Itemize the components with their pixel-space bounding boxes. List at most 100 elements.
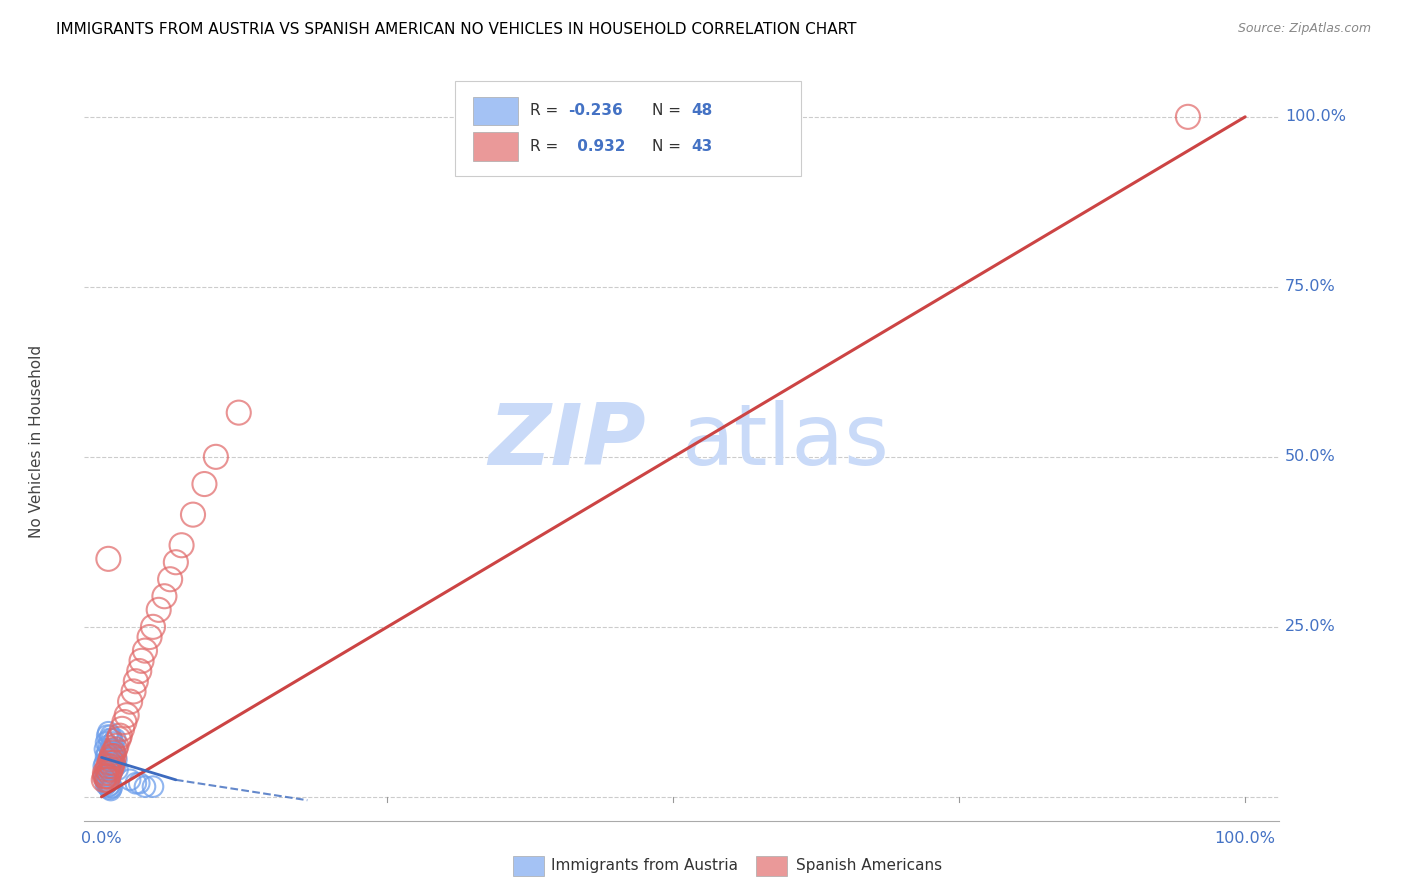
Point xyxy=(98,778,121,792)
Point xyxy=(98,732,121,747)
Point xyxy=(100,752,122,766)
Text: -0.236: -0.236 xyxy=(568,103,623,119)
Point xyxy=(100,766,122,780)
Point xyxy=(93,772,115,787)
Point xyxy=(101,749,124,764)
Point xyxy=(105,739,128,753)
Point xyxy=(105,752,128,766)
Point xyxy=(104,742,127,756)
Point xyxy=(103,756,125,770)
Point xyxy=(101,759,124,773)
Point xyxy=(125,674,148,689)
Point xyxy=(97,780,120,794)
Point xyxy=(94,778,117,792)
Point xyxy=(101,780,124,795)
Point xyxy=(101,746,124,760)
Point xyxy=(96,746,118,760)
Point xyxy=(96,776,118,790)
Point xyxy=(96,729,118,743)
Point xyxy=(104,746,127,760)
Point xyxy=(131,654,153,668)
Text: N =: N = xyxy=(652,139,686,154)
Point xyxy=(100,783,122,797)
Point xyxy=(96,763,118,777)
Point xyxy=(101,735,124,749)
Point xyxy=(100,752,122,766)
Point xyxy=(97,759,120,773)
Point xyxy=(122,684,145,698)
Point xyxy=(148,603,170,617)
Point xyxy=(100,742,122,756)
Text: 25.0%: 25.0% xyxy=(1285,619,1336,634)
Text: 0.0%: 0.0% xyxy=(82,830,122,846)
Point xyxy=(228,406,250,420)
Point xyxy=(97,739,120,753)
Text: R =: R = xyxy=(530,139,564,154)
Point xyxy=(115,708,138,723)
Point xyxy=(101,763,124,777)
Point xyxy=(142,780,165,794)
Point xyxy=(98,749,121,764)
Point xyxy=(96,775,118,789)
Point xyxy=(98,781,121,796)
Point xyxy=(100,729,122,743)
Point xyxy=(103,742,125,756)
Text: 0.932: 0.932 xyxy=(572,139,626,154)
Point xyxy=(97,552,120,566)
Point xyxy=(94,749,117,764)
Point xyxy=(120,772,142,787)
Point xyxy=(153,589,176,603)
Text: 48: 48 xyxy=(692,103,713,119)
FancyBboxPatch shape xyxy=(456,81,801,177)
Point xyxy=(97,769,120,783)
Point xyxy=(96,772,118,787)
Point xyxy=(98,766,121,780)
Text: 50.0%: 50.0% xyxy=(1285,450,1336,465)
Point xyxy=(205,450,228,464)
Point xyxy=(94,756,117,770)
Text: 100.0%: 100.0% xyxy=(1215,830,1275,846)
Point xyxy=(104,759,127,773)
Point xyxy=(97,752,120,766)
Bar xyxy=(756,856,787,876)
Point xyxy=(108,729,131,743)
Text: IMMIGRANTS FROM AUSTRIA VS SPANISH AMERICAN NO VEHICLES IN HOUSEHOLD CORRELATION: IMMIGRANTS FROM AUSTRIA VS SPANISH AMERI… xyxy=(56,22,856,37)
Point xyxy=(94,766,117,780)
Point xyxy=(101,749,124,764)
Point xyxy=(142,620,165,634)
Point xyxy=(94,769,117,783)
Point xyxy=(170,538,193,552)
Point xyxy=(101,732,124,747)
Point xyxy=(1177,110,1199,124)
Point xyxy=(112,714,135,729)
Point xyxy=(125,776,148,790)
Bar xyxy=(513,856,544,876)
Point xyxy=(98,756,121,770)
Point xyxy=(181,508,204,522)
Point xyxy=(103,749,125,764)
Point xyxy=(107,763,129,777)
Text: 43: 43 xyxy=(692,139,713,154)
Point xyxy=(94,742,117,756)
Point xyxy=(98,763,121,777)
Text: R =: R = xyxy=(530,103,564,119)
Text: atlas: atlas xyxy=(682,400,890,483)
Text: Spanish Americans: Spanish Americans xyxy=(796,858,942,872)
Bar xyxy=(472,96,519,126)
Point xyxy=(93,759,115,773)
Text: No Vehicles in Household: No Vehicles in Household xyxy=(30,345,44,538)
Point xyxy=(94,769,117,783)
Point xyxy=(104,732,127,747)
Text: 75.0%: 75.0% xyxy=(1285,279,1336,294)
Point xyxy=(134,643,156,657)
Point xyxy=(94,766,117,780)
Text: Immigrants from Austria: Immigrants from Austria xyxy=(551,858,738,872)
Point xyxy=(159,572,181,586)
Point xyxy=(101,756,124,770)
Point xyxy=(107,732,129,747)
Point xyxy=(97,725,120,739)
Text: ZIP: ZIP xyxy=(488,400,647,483)
Point xyxy=(94,769,117,783)
Point xyxy=(128,664,150,678)
Point xyxy=(101,759,124,773)
